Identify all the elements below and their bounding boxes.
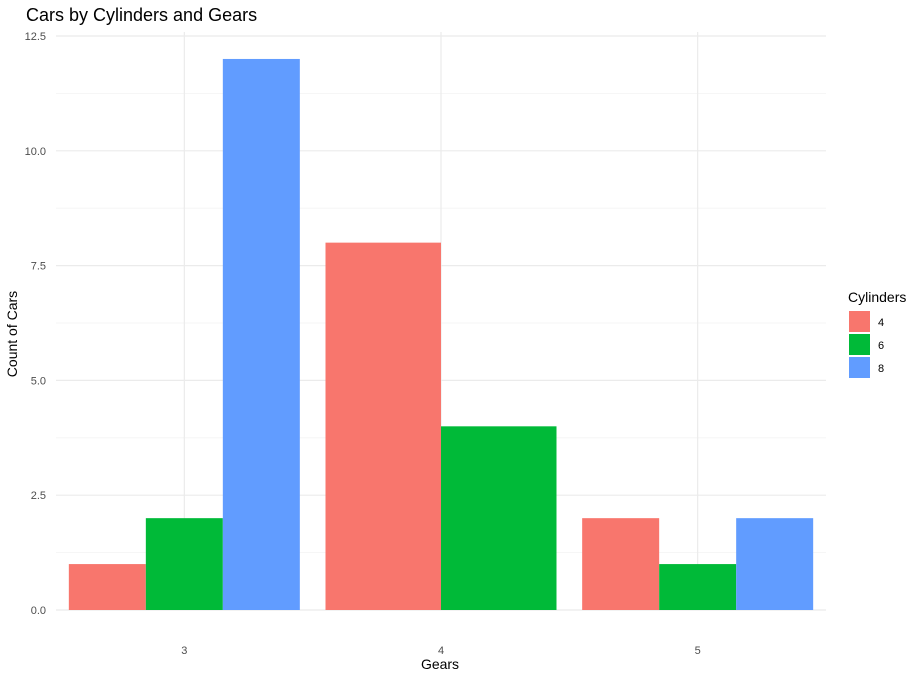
y-tick-label: 0.0: [31, 605, 46, 617]
bar-gear-5-cyl-4: [582, 518, 660, 610]
y-tick-label: 2.5: [31, 490, 46, 502]
legend-title: Cylinders: [848, 289, 906, 305]
legend-label: 4: [878, 317, 884, 329]
bar-gear-5-cyl-6: [659, 564, 737, 610]
y-axis-ticks: 0.0 2.5 5.0 7.5 10.0 12.5: [25, 31, 46, 617]
y-tick-label: 5.0: [31, 375, 46, 387]
legend-swatch-6: [849, 334, 870, 355]
y-tick-label: 10.0: [25, 146, 46, 158]
legend-label: 8: [878, 363, 884, 375]
x-axis-ticks: 3 4 5: [181, 645, 700, 657]
bar-gear-4-cyl-6: [441, 426, 557, 610]
bar-gear-3-cyl-8: [222, 58, 300, 610]
chart-title: Cars by Cylinders and Gears: [26, 5, 257, 25]
bar-gear-5-cyl-8: [736, 518, 814, 610]
x-tick-label: 5: [695, 645, 701, 657]
y-tick-label: 12.5: [25, 31, 46, 43]
legend-items: 4 6 8: [849, 311, 884, 378]
legend-swatch-4: [849, 311, 870, 332]
y-axis-title: Count of Cars: [4, 291, 20, 377]
bar-gear-4-cyl-4: [325, 242, 441, 610]
bar-gear-3-cyl-6: [145, 518, 223, 610]
x-tick-label: 3: [181, 645, 187, 657]
bars: [68, 58, 814, 610]
y-tick-label: 7.5: [31, 261, 46, 273]
bar-gear-3-cyl-4: [68, 564, 146, 610]
legend-label: 6: [878, 340, 884, 352]
legend: Cylinders 4 6 8: [848, 289, 906, 378]
x-axis-title: Gears: [421, 656, 459, 672]
legend-swatch-8: [849, 357, 870, 378]
x-tick-label: 4: [438, 645, 444, 657]
